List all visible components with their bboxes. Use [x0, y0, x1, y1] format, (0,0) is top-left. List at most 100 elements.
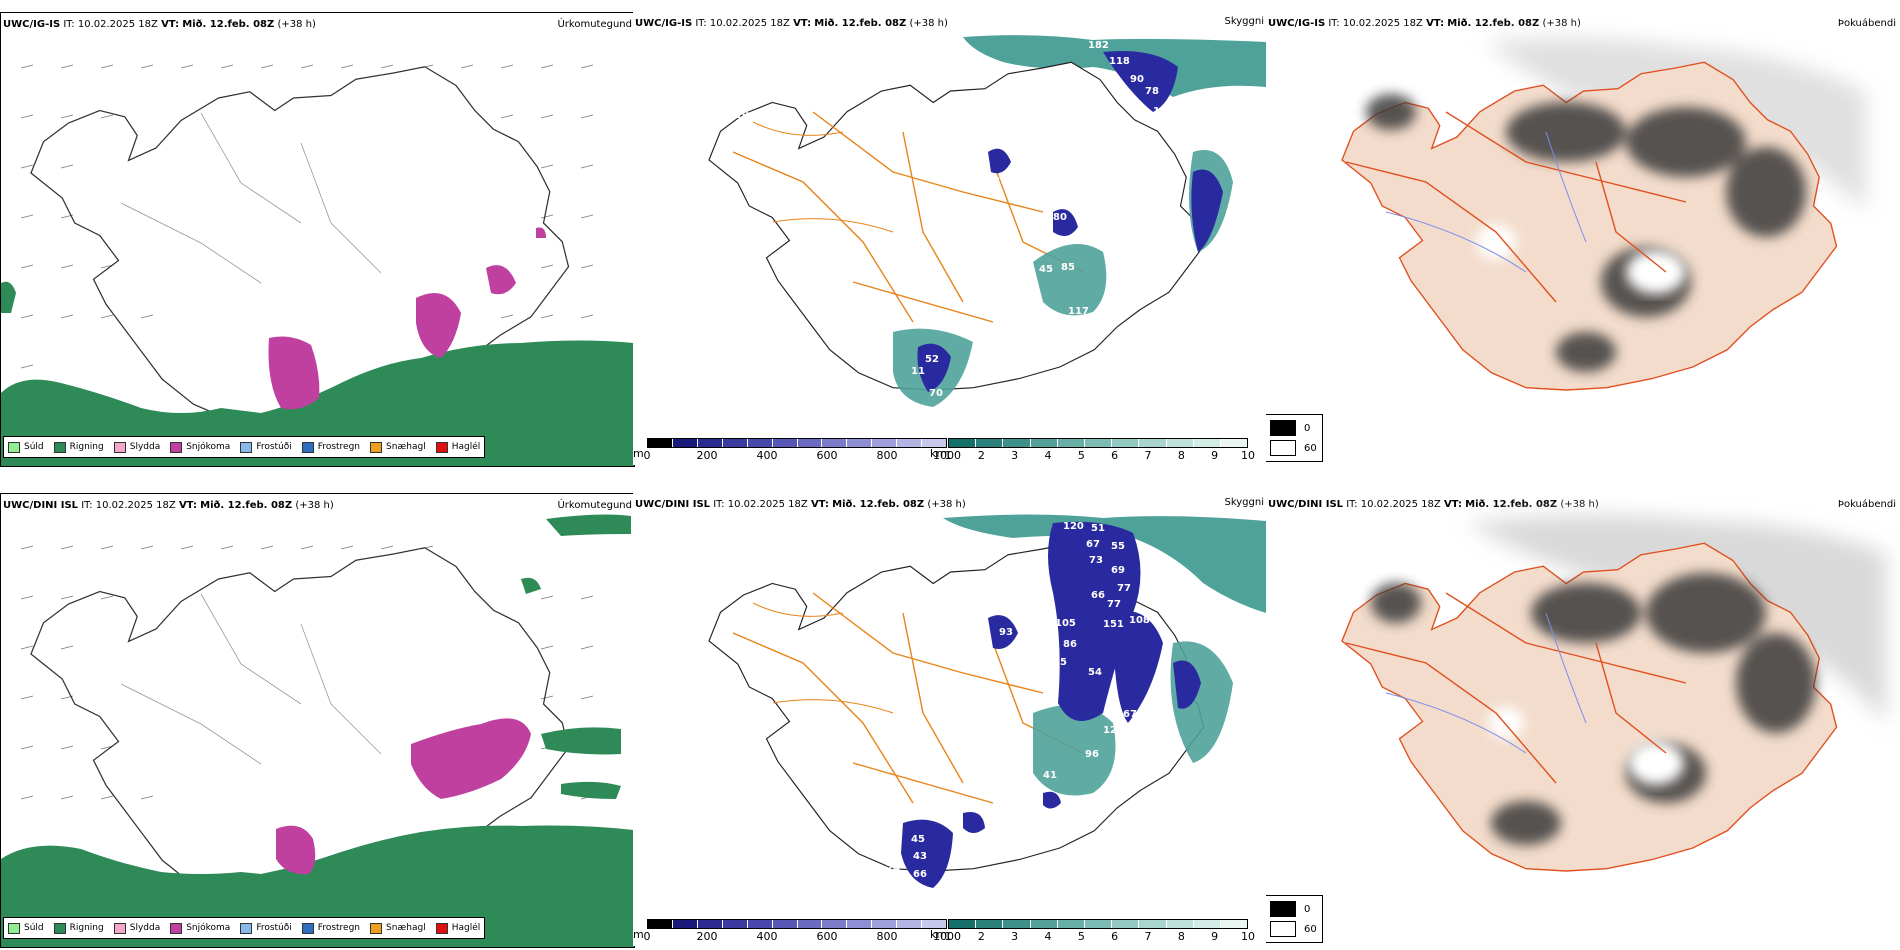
visibility-values: 120 51 67 55 73 69 77 66 77 105 151 93 1…: [883, 521, 1157, 880]
unit-label: km: [930, 447, 948, 460]
colorbar-cell: [1139, 439, 1167, 447]
legend-item: Súld: [8, 441, 44, 453]
value-label: 52: [925, 354, 939, 365]
precip-type-panel-row2: UWC/DINI ISL IT: 10.02.2025 18Z VT: Mið.…: [0, 493, 635, 948]
legend-item: Snjókoma: [170, 441, 230, 453]
colorbar-cell: [1193, 920, 1221, 928]
colorbar-cell: [847, 920, 873, 928]
value-label: 120: [1063, 521, 1084, 532]
colorbar-cell: [1003, 920, 1031, 928]
value-label: 69: [1111, 565, 1125, 576]
colorbar-tick: 9: [1211, 930, 1219, 943]
colorbar-cell: [897, 920, 923, 928]
precip-type-map: [1, 514, 634, 947]
colorbar-tick: 200: [696, 930, 718, 943]
precip-type-map: [1, 64, 634, 466]
visibility-colorbar: 1 2 3 4 5 6 7 8 9 10 km: [930, 919, 1255, 944]
legend-item: Slydda: [113, 922, 160, 934]
value-label: 105: [1153, 106, 1174, 117]
unit-label: m: [633, 447, 644, 460]
value-label: 54: [1088, 667, 1102, 678]
colorbar-tick: 800: [876, 930, 898, 943]
panel-title: UWC/DINI ISL IT: 10.02.2025 18Z VT: Mið.…: [635, 499, 966, 510]
colorbar-cell: [722, 920, 748, 928]
colorbar-cell: [949, 920, 977, 928]
fog-legend: 0 60: [1266, 414, 1323, 462]
visibility-panel-row1: UWC/IG-IS IT: 10.02.2025 18Z VT: Mið. 12…: [633, 12, 1266, 465]
fog-legend: 0 60: [1266, 895, 1323, 943]
colorbar-tick: 800: [876, 449, 898, 462]
colorbar-tick: 0: [643, 449, 651, 462]
colorbar-tick: 0: [643, 930, 651, 943]
visibility-values: 182 118 90 78 105 10 87 80 45 85 53 63 1…: [735, 40, 1174, 399]
legend-item: Snæhagl: [370, 441, 426, 453]
legend-item: Súld: [8, 922, 44, 934]
value-label: 106: [1003, 647, 1024, 658]
colorbar-cell: [1166, 920, 1194, 928]
value-label: 55: [1111, 541, 1125, 552]
colorbar-cell: [697, 920, 723, 928]
value-label: 51: [1091, 523, 1105, 534]
colorbar-cell: [1220, 439, 1248, 447]
colorbar-cell: [1112, 439, 1140, 447]
colorbar-tick: 3: [1011, 930, 1019, 943]
colorbar-tick: 4: [1044, 930, 1052, 943]
panel-title: UWC/IG-IS IT: 10.02.2025 18Z VT: Mið. 12…: [3, 19, 316, 30]
colorbar-cell: [847, 439, 873, 447]
colorbar-tick: 4: [1044, 449, 1052, 462]
value-label: 10: [735, 110, 749, 121]
legend-item: Frostúði: [240, 922, 292, 934]
colorbar-cell: [872, 439, 898, 447]
value-label: 141: [964, 834, 985, 845]
colorbar-tick: 9: [1211, 449, 1219, 462]
snow-area: [268, 227, 546, 410]
value-label: 86: [1063, 639, 1077, 650]
colorbar-cell: [797, 920, 823, 928]
fog-map: [1341, 514, 1886, 872]
legend-item: Snjókoma: [170, 922, 230, 934]
colorbar-tick: 1000: [933, 449, 961, 462]
colorbar-cell: [1166, 439, 1194, 447]
panel-title: UWC/IG-IS IT: 10.02.2025 18Z VT: Mið. 12…: [1268, 18, 1581, 29]
legend-item: Frostregn: [301, 922, 360, 934]
fog-map: [1341, 38, 1866, 391]
visibility-panel-row2: UWC/DINI ISL IT: 10.02.2025 18Z VT: Mið.…: [633, 493, 1266, 946]
colorbar-tick: 6: [1111, 930, 1119, 943]
legend-item: Snæhagl: [370, 922, 426, 934]
colorbar-cell: [1220, 920, 1248, 928]
value-label: 45: [911, 834, 925, 845]
value-label: 63: [1105, 282, 1119, 293]
colorbar-cell: [897, 439, 923, 447]
colorbar-tick: 8: [1177, 449, 1185, 462]
visibility-map: 182 118 90 78 105 10 87 80 45 85 53 63 1…: [708, 35, 1266, 407]
colorbar-tick: 10: [1241, 449, 1255, 462]
legend-item: Rigning: [53, 441, 104, 453]
value-label: 62: [981, 831, 995, 842]
colorbar-cell: [949, 439, 977, 447]
value-label: 24: [886, 863, 900, 874]
value-label: 67: [1086, 539, 1100, 550]
precip-legend: Súld Rigning Slydda Snjókoma Frostúði Fr…: [3, 436, 486, 458]
value-label: 66: [1091, 590, 1105, 601]
value-label: 41: [1043, 770, 1057, 781]
unit-label: m: [633, 928, 644, 941]
colorbar-cell: [648, 920, 673, 928]
legend-item: Frostregn: [301, 441, 360, 453]
precip-legend: Súld Rigning Slydda Snjókoma Frostúði Fr…: [3, 917, 486, 939]
colorbar-cell: [1112, 920, 1140, 928]
colorbar-cell: [1084, 920, 1113, 928]
colorbar-cell: [672, 920, 698, 928]
value-label: 80: [1053, 212, 1067, 223]
colorbar-tick: 10: [1241, 930, 1255, 943]
value-label: 105: [1055, 618, 1076, 629]
legend-item: Rigning: [53, 922, 104, 934]
legend-item: Frostúði: [240, 441, 292, 453]
rain-area: [1, 281, 634, 466]
colorbar-cell: [1057, 439, 1085, 447]
colorbar-tick: 600: [816, 930, 838, 943]
value-label: 73: [1089, 555, 1103, 566]
colorbar-tick: 7: [1144, 930, 1152, 943]
colorbar-tick: 7: [1144, 449, 1152, 462]
cloud-base-colorbar: 0 200 400 600 800 1000 m: [633, 919, 961, 944]
visibility-colorbar: 1 2 3 4 5 6 7 8 9 10 km: [930, 438, 1255, 463]
